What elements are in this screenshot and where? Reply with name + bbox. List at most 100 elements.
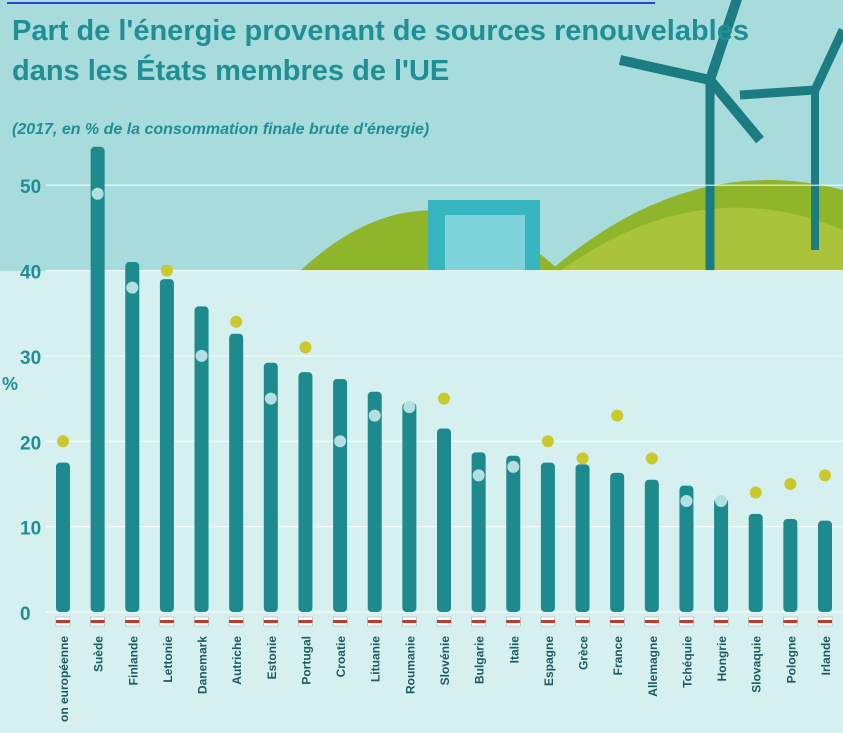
- x-tick-label: Lettonie: [161, 636, 175, 683]
- dam-gates: [445, 215, 525, 271]
- target-dot: [161, 265, 173, 277]
- bar: [645, 480, 659, 612]
- target-dot: [230, 316, 242, 328]
- bar: [576, 464, 590, 612]
- flag-stripe: [437, 620, 451, 623]
- flag-stripe: [749, 620, 763, 623]
- flag-stripe: [368, 620, 382, 623]
- x-tick-label: on européenne: [57, 636, 71, 722]
- bar: [229, 334, 243, 612]
- x-tick-label: Hongrie: [715, 636, 729, 682]
- y-tick-label: 0: [20, 604, 31, 625]
- bar: [56, 463, 70, 612]
- flag-stripe: [91, 620, 105, 623]
- chart-title: dans les États membres de l'UE: [12, 53, 449, 87]
- x-tick-label: Irlande: [819, 636, 833, 676]
- target-dot: [784, 478, 796, 490]
- target-dot: [715, 495, 727, 507]
- flag-stripe: [333, 620, 347, 623]
- y-axis-label: %: [2, 374, 18, 394]
- y-tick-label: 50: [20, 177, 41, 198]
- bar: [610, 473, 624, 612]
- flag-stripe: [541, 620, 555, 623]
- x-tick-label: Allemagne: [646, 636, 660, 697]
- target-dot: [542, 435, 554, 447]
- bar: [402, 403, 416, 612]
- target-dot: [92, 188, 104, 200]
- x-tick-label: Bulgarie: [473, 636, 487, 684]
- chart: Part de l'énergie provenant de sources r…: [0, 0, 843, 733]
- x-tick-label: Danemark: [196, 636, 210, 694]
- flag-stripe: [195, 620, 209, 623]
- x-tick-label: Espagne: [542, 636, 556, 686]
- x-tick-label: Slovaquie: [750, 636, 764, 693]
- flag-stripe: [610, 620, 624, 623]
- chart-title: Part de l'énergie provenant de sources r…: [12, 15, 749, 47]
- x-tick-label: Roumanie: [403, 636, 417, 694]
- x-tick-label: Tchéquie: [680, 636, 694, 688]
- target-dot: [334, 435, 346, 447]
- flag-stripe: [506, 620, 520, 623]
- target-dot: [196, 350, 208, 362]
- bar: [783, 519, 797, 612]
- x-tick-label: Autriche: [230, 636, 244, 685]
- target-dot: [611, 410, 623, 422]
- target-dot: [57, 435, 69, 447]
- y-tick-label: 40: [20, 263, 41, 284]
- chart-subtitle: (2017, en % de la consommation finale br…: [12, 121, 429, 138]
- y-tick-label: 10: [20, 519, 41, 540]
- bar: [541, 463, 555, 612]
- flag-stripe: [298, 620, 312, 623]
- y-tick-label: 20: [20, 433, 41, 454]
- flag-stripe: [229, 620, 243, 623]
- x-tick-label: Portugal: [299, 636, 313, 685]
- target-dot: [750, 487, 762, 499]
- target-dot: [126, 282, 138, 294]
- flag-stripe: [160, 620, 174, 623]
- target-dot: [646, 452, 658, 464]
- bar: [125, 262, 139, 612]
- flag-stripe: [402, 620, 416, 623]
- flag-stripe: [125, 620, 139, 623]
- target-dot: [507, 461, 519, 473]
- flag-stripe: [576, 620, 590, 623]
- x-tick-label: Estonie: [265, 636, 279, 680]
- bar: [333, 379, 347, 612]
- bar: [506, 456, 520, 612]
- flag-stripe: [472, 620, 486, 623]
- flag-stripe: [56, 620, 70, 623]
- bar: [298, 372, 312, 612]
- x-tick-label: Slovénie: [438, 636, 452, 686]
- bar: [437, 428, 451, 612]
- x-tick-label: Lituanie: [369, 636, 383, 682]
- bar: [368, 392, 382, 612]
- x-tick-label: Croatie: [334, 636, 348, 678]
- target-dot: [577, 452, 589, 464]
- bar: [714, 498, 728, 612]
- flag-stripe: [264, 620, 278, 623]
- target-dot: [369, 410, 381, 422]
- target-dot: [680, 495, 692, 507]
- bar: [160, 279, 174, 612]
- target-dot: [403, 401, 415, 413]
- target-dot: [473, 469, 485, 481]
- target-dot: [438, 393, 450, 405]
- x-tick-label: Pologne: [784, 636, 798, 684]
- flag-stripe: [679, 620, 693, 623]
- flag-stripe: [645, 620, 659, 623]
- bar: [818, 521, 832, 612]
- x-tick-label: France: [611, 636, 625, 676]
- x-tick-label: Finlande: [126, 636, 140, 686]
- flag-stripe: [783, 620, 797, 623]
- target-dot: [299, 341, 311, 353]
- flag-stripe: [818, 620, 832, 623]
- flag-stripe: [714, 620, 728, 623]
- x-tick-label: Suède: [92, 636, 106, 672]
- target-dot: [819, 469, 831, 481]
- x-tick-label: Grèce: [577, 636, 591, 670]
- bar: [749, 514, 763, 612]
- bar: [91, 147, 105, 612]
- x-tick-label: Italie: [507, 636, 521, 664]
- target-dot: [265, 393, 277, 405]
- y-tick-label: 30: [20, 348, 41, 369]
